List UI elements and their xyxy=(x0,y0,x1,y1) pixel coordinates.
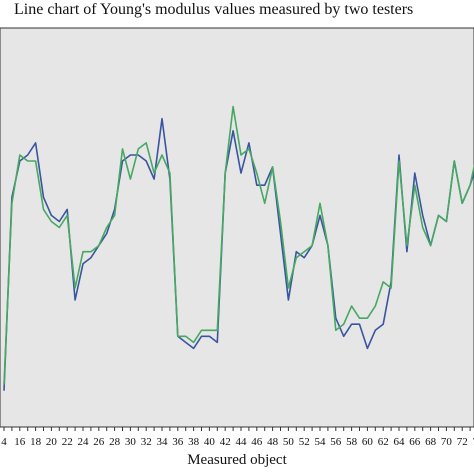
x-tick-label: 70 xyxy=(441,436,453,448)
x-tick-label: 54 xyxy=(315,436,327,448)
x-tick-label: 48 xyxy=(267,436,279,448)
x-tick-label: 64 xyxy=(394,436,406,448)
x-axis-label: Measured object xyxy=(187,452,287,468)
x-tick-label: 44 xyxy=(236,436,248,448)
chart-title: Line chart of Young's modulus values mea… xyxy=(14,1,414,18)
x-tick-label: 32 xyxy=(141,436,152,448)
x-tick-label: 46 xyxy=(251,436,263,448)
series-line-2 xyxy=(3,105,474,385)
x-tick-label: 68 xyxy=(425,436,437,448)
x-tick-label: 62 xyxy=(378,436,389,448)
x-tick-label: 30 xyxy=(125,436,137,448)
x-tick-label: 58 xyxy=(346,436,358,448)
x-tick-label: 56 xyxy=(330,436,342,448)
x-tick-label: 52 xyxy=(299,436,310,448)
x-tick-label: 16 xyxy=(14,436,26,448)
x-tick-label: 38 xyxy=(188,436,200,448)
x-tick-label: 40 xyxy=(204,436,216,448)
x-tick-label: 66 xyxy=(409,436,421,448)
x-tick-label: 74 xyxy=(473,436,474,448)
plot-area xyxy=(0,27,474,428)
x-tick-label: 50 xyxy=(283,436,295,448)
x-tick-label: 20 xyxy=(46,436,58,448)
x-tick-label: 26 xyxy=(93,436,105,448)
x-tick-label: 60 xyxy=(362,436,374,448)
x-tick-label: 22 xyxy=(62,436,73,448)
x-tick-label: 42 xyxy=(220,436,231,448)
x-tick-label: 18 xyxy=(30,436,42,448)
x-tick-label: 28 xyxy=(109,436,121,448)
x-tick-label: 34 xyxy=(157,436,169,448)
x-tick-label: 72 xyxy=(457,436,468,448)
x-tick-label: 36 xyxy=(172,436,184,448)
x-tick-label: 24 xyxy=(78,436,90,448)
x-tick-label: 4 xyxy=(1,436,7,448)
